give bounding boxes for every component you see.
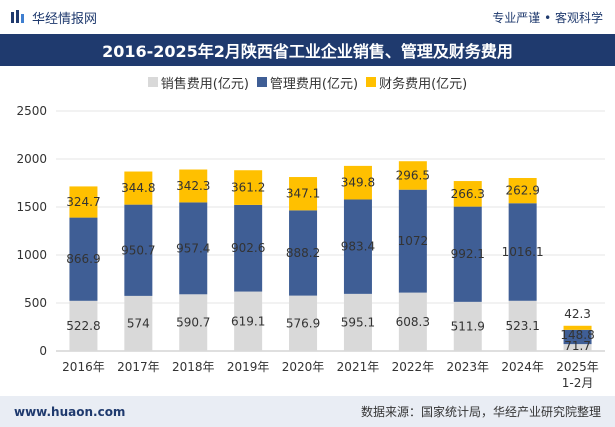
bar-segment — [234, 204, 263, 292]
bar-segment — [453, 206, 482, 302]
tagline: 专业严谨 • 客观科学 — [492, 10, 603, 25]
data-label: 590.7 — [176, 316, 210, 330]
chart-legend: 销售费用(亿元) 管理费用(亿元) 财务费用(亿元) — [0, 72, 615, 92]
footer: www.huaon.com 数据来源：国家统计局，华经产业研究院整理 — [0, 396, 615, 427]
chart-title: 2016-2025年2月陕西省工业企业销售、管理及财务费用 — [0, 34, 615, 66]
bar-segment — [453, 181, 482, 207]
top-bar: 华经情报网 专业严谨 • 客观科学 — [0, 0, 615, 34]
x-tick-label: 2025年 — [556, 360, 599, 374]
bar-segment — [563, 344, 592, 351]
x-tick-label: 2017年 — [117, 360, 160, 374]
data-label: 888.2 — [286, 246, 320, 260]
legend-label-sales: 销售费用(亿元) — [160, 76, 249, 92]
y-tick-label: 0 — [39, 344, 47, 358]
data-label: 511.9 — [451, 319, 485, 333]
data-label: 574 — [127, 316, 150, 330]
bar-segment — [69, 217, 98, 301]
data-label: 608.3 — [396, 315, 430, 329]
legend-item-sales: 销售费用(亿元) — [147, 73, 249, 92]
data-label: 866.9 — [66, 252, 100, 266]
data-label: 296.5 — [396, 168, 430, 182]
bar-segment — [343, 293, 372, 351]
legend-item-finance: 财务费用(亿元) — [366, 73, 467, 92]
data-label: 576.9 — [286, 316, 320, 330]
brand-logo-icon — [11, 10, 24, 23]
bar-segment — [398, 161, 427, 190]
bar-segment — [234, 170, 263, 205]
bar-segment — [69, 186, 98, 218]
data-label: 266.3 — [451, 187, 485, 201]
bar-segment — [179, 294, 208, 351]
y-tick-label: 2500 — [16, 104, 47, 118]
data-label: 324.7 — [66, 195, 100, 209]
legend-label-finance: 财务费用(亿元) — [379, 76, 468, 92]
data-label: 902.6 — [231, 241, 265, 255]
bar-segment — [563, 329, 592, 345]
legend-label-management: 管理费用(亿元) — [269, 76, 359, 92]
bar-segment — [289, 177, 318, 211]
data-source: 数据来源：国家统计局，华经产业研究院整理 — [360, 405, 601, 419]
data-label: 992.1 — [451, 247, 485, 261]
bar-segment — [508, 300, 537, 351]
data-label: 957.4 — [176, 241, 210, 255]
x-tick-label: 1-2月 — [562, 376, 594, 390]
x-tick-label: 2024年 — [501, 360, 544, 374]
bar-segment — [563, 325, 592, 330]
data-label: 71.7 — [564, 339, 591, 353]
data-label: 344.8 — [121, 181, 155, 195]
brand-name: 华经情报网 — [32, 11, 98, 27]
data-label: 347.1 — [286, 187, 320, 201]
x-tick-label: 2018年 — [172, 360, 215, 374]
data-label: 42.3 — [564, 307, 591, 321]
data-label: 523.1 — [505, 319, 539, 333]
data-label: 595.1 — [341, 315, 375, 329]
bar-segment — [124, 204, 153, 296]
stacked-bar-chart: 0 500 1000 1500 2000 2500 522.8 866.9 324.7 2016年… — [16, 104, 605, 390]
bar-segment — [289, 295, 318, 351]
bar-segment — [179, 169, 208, 203]
bar-segment — [179, 202, 208, 295]
bar-segment — [124, 295, 153, 351]
y-tick-label: 1500 — [16, 200, 47, 214]
legend-swatch-management — [256, 77, 267, 87]
x-tick-label: 2021年 — [337, 360, 380, 374]
x-tick-label: 2023年 — [446, 360, 489, 374]
y-tick-label: 1000 — [16, 248, 47, 262]
data-label: 262.9 — [505, 184, 539, 198]
bar-segment — [508, 177, 537, 204]
x-tick-label: 2016年 — [62, 360, 105, 374]
bar-segment — [398, 292, 427, 351]
x-tick-label: 2022年 — [392, 360, 435, 374]
bar-segment — [508, 203, 537, 301]
y-tick-label: 500 — [24, 296, 47, 310]
data-label: 619.1 — [231, 314, 265, 328]
bar-segment — [453, 301, 482, 351]
footer-url[interactable]: www.huaon.com — [14, 404, 126, 419]
data-label: 148.8 — [560, 328, 594, 342]
legend-swatch-sales — [147, 77, 158, 87]
brand: 华经情报网 — [10, 8, 97, 27]
y-tick-label: 2000 — [16, 152, 47, 166]
bar-segment — [69, 300, 98, 351]
bar-segment — [234, 291, 263, 351]
data-label: 1016.1 — [502, 245, 544, 259]
bar-segment — [124, 171, 153, 205]
x-tick-label: 2020年 — [282, 360, 325, 374]
data-label: 361.2 — [231, 181, 265, 195]
data-label: 950.7 — [121, 243, 155, 257]
data-label: 349.8 — [341, 176, 375, 190]
bar-segment — [289, 210, 318, 296]
data-label: 522.8 — [66, 319, 100, 333]
legend-swatch-finance — [366, 77, 377, 87]
data-label: 342.3 — [176, 179, 210, 193]
legend-item-management: 管理费用(亿元) — [256, 73, 359, 92]
data-label: 1072 — [398, 234, 429, 248]
bar-segment — [343, 199, 372, 294]
bar-segment — [398, 189, 427, 293]
data-label: 983.4 — [341, 240, 375, 254]
bar-segment — [343, 165, 372, 200]
x-tick-label: 2019年 — [227, 360, 270, 374]
